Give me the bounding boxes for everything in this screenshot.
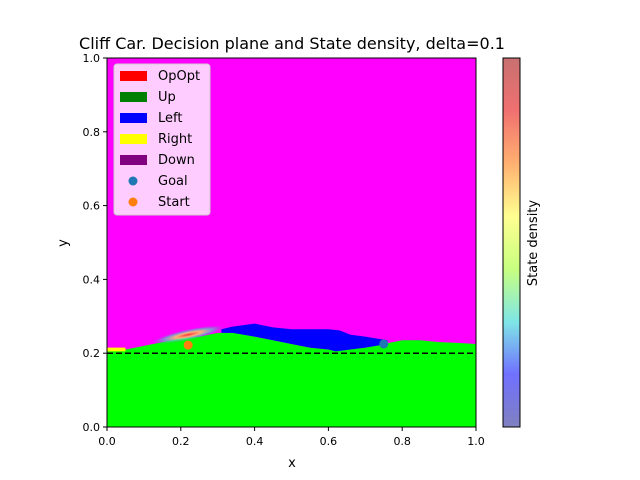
- y-tick-label: 0.8: [83, 126, 101, 139]
- point-goal: [379, 339, 389, 349]
- region-left: [221, 323, 388, 352]
- x-tick-label: 0.6: [320, 435, 338, 448]
- y-axis-ticks: 0.0 0.2 0.4 0.6 0.8 1.0: [83, 52, 107, 434]
- x-tick-label: 0.0: [98, 435, 116, 448]
- colorbar-gradient: [502, 57, 521, 428]
- legend-label-down: Down: [158, 153, 195, 168]
- colorbar-label: State density: [526, 200, 541, 287]
- y-tick-label: 1.0: [83, 52, 101, 65]
- x-axis-label: x: [288, 456, 296, 471]
- y-tick-label: 0.4: [83, 273, 101, 286]
- legend-label-up: Up: [158, 90, 176, 105]
- x-tick-label: 0.4: [246, 435, 264, 448]
- y-tick-label: 0.6: [83, 200, 101, 213]
- legend-swatch-right: [120, 134, 147, 144]
- legend-swatch-opopt: [120, 71, 147, 81]
- plot-frame: [106, 57, 477, 428]
- state-density-blob: [152, 325, 225, 345]
- legend-label-start: Start: [158, 195, 190, 210]
- legend-label-left: Left: [158, 111, 182, 126]
- x-tick-label: 0.2: [172, 435, 190, 448]
- y-axis-label: y: [56, 239, 71, 247]
- plot-area: [107, 58, 476, 427]
- legend-swatch-left: [120, 113, 147, 123]
- legend-label-right: Right: [158, 132, 192, 147]
- region-right-strip: [107, 347, 126, 352]
- legend-label-opopt: OpOpt: [158, 69, 200, 84]
- x-tick-label: 0.8: [393, 435, 411, 448]
- point-start: [183, 340, 193, 350]
- legend-swatch-start: [128, 197, 138, 207]
- region-lower: [107, 332, 476, 427]
- colorbar: State density: [502, 57, 541, 428]
- chart-title: Cliff Car. Decision plane and State dens…: [79, 34, 505, 53]
- legend-swatch-up: [120, 92, 147, 102]
- legend-swatch-down: [120, 155, 147, 165]
- y-tick-label: 0.0: [83, 421, 101, 434]
- x-tick-label: 1.0: [467, 435, 485, 448]
- legend-swatch-goal: [128, 176, 138, 186]
- legend: OpOpt Up Left Right Down Goal Start: [113, 63, 211, 216]
- x-axis-ticks: 0.0 0.2 0.4 0.6 0.8 1.0: [98, 427, 485, 448]
- legend-label-goal: Goal: [158, 174, 188, 189]
- y-tick-label: 0.2: [83, 347, 101, 360]
